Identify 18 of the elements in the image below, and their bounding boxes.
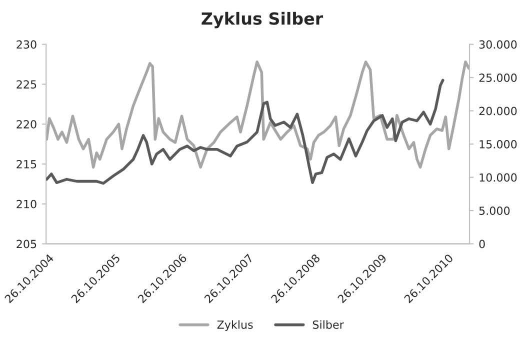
y-tick-label: 210	[16, 200, 36, 208]
legend-label: Zyklus	[217, 320, 253, 331]
y-tick-label: 230	[16, 40, 36, 49]
y-tick-label: 205	[16, 240, 36, 248]
y-tick-label: 220	[16, 120, 36, 129]
chart-title: Zyklus Silber	[202, 12, 324, 28]
y-tick-label: 225	[16, 80, 36, 89]
line-series	[46, 60, 470, 169]
y2-tick-label: 5.000	[479, 206, 510, 215]
legend-label: Silber	[312, 320, 344, 329]
y2-tick-label: 0	[479, 240, 485, 248]
y2-tick-label: 30.000	[479, 40, 517, 49]
y-tick-label: 215	[16, 160, 36, 168]
y2-tick-label: 15.000	[480, 140, 517, 148]
y2-tick-label: 10.000	[480, 173, 517, 182]
y2-tick-label: 20.000	[479, 106, 517, 116]
y2-tick-label: 25.000	[479, 74, 517, 82]
line-series	[46, 78, 444, 185]
